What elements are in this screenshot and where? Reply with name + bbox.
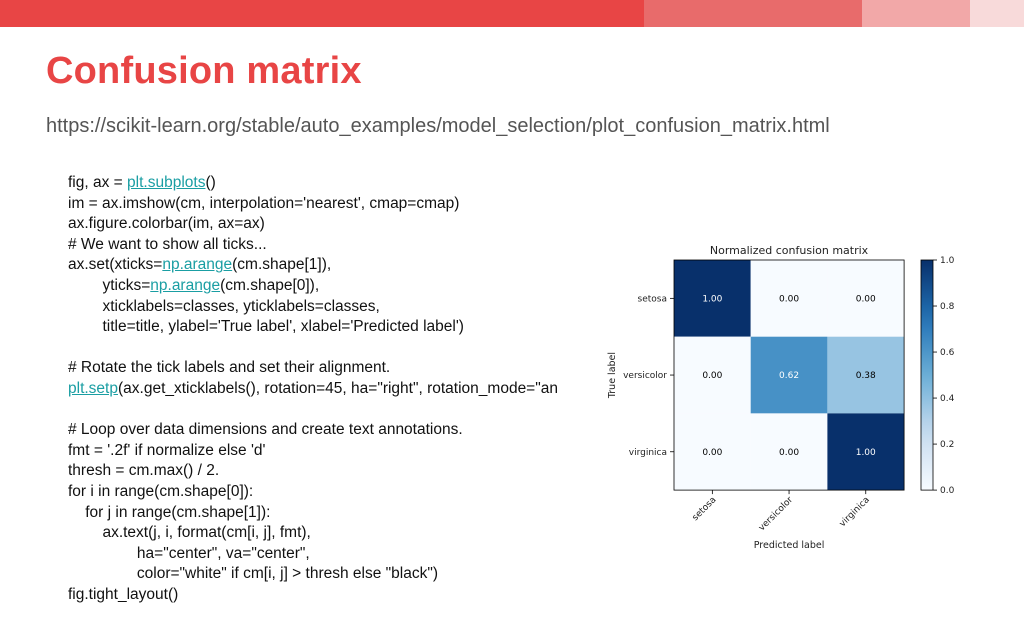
top-accent-bar <box>0 0 1024 27</box>
colorbar-tick-label: 0.6 <box>940 348 955 358</box>
code-line: # We want to show all ticks... <box>68 235 558 256</box>
code-line: # Rotate the tick labels and set their a… <box>68 358 558 379</box>
colorbar-tick-label: 0.4 <box>940 394 955 404</box>
code-text: (ax.get_xticklabels(), rotation=45, ha="… <box>117 379 558 397</box>
code-text: ha="center", va="center", <box>68 544 310 562</box>
code-text: title=title, ylabel='True label', xlabel… <box>68 318 464 336</box>
code-text: yticks= <box>68 276 151 294</box>
x-tick-label: virginica <box>838 495 872 529</box>
code-text: (cm.shape[0]), <box>220 276 320 294</box>
code-line: plt.setp(ax.get_xticklabels(), rotation=… <box>68 379 558 400</box>
y-tick-label: setosa <box>638 294 667 304</box>
confusion-matrix-chart: Normalized confusion matrix 1.00 0.00 0.00 0… <box>607 244 955 551</box>
heatmap-cell <box>674 260 751 337</box>
code-line: fig, ax = plt.subplots() <box>68 173 558 194</box>
cell-value-label: 0.62 <box>779 371 799 381</box>
y-tick-label: virginica <box>629 448 667 458</box>
code-doc-link[interactable]: plt.setp <box>68 379 118 397</box>
chart-title: Normalized confusion matrix <box>710 244 869 257</box>
code-doc-link[interactable]: np.arange <box>150 276 221 294</box>
x-axis-label: Predicted label <box>754 540 825 551</box>
code-line <box>68 338 558 359</box>
cell-value-label: 0.00 <box>779 294 799 304</box>
code-line: title=title, ylabel='True label', xlabel… <box>68 317 558 338</box>
code-text: ax.text(j, i, format(cm[i, j], fmt), <box>68 524 311 542</box>
slide-title: Confusion matrix <box>46 50 362 92</box>
code-text: # Loop over data dimensions and create t… <box>68 421 463 439</box>
cell-value-label: 0.38 <box>856 371 876 381</box>
source-url[interactable]: https://scikit-learn.org/stable/auto_exa… <box>46 115 830 137</box>
code-text: im = ax.imshow(cm, interpolation='neares… <box>68 194 460 212</box>
cell-value-label: 0.00 <box>702 448 722 458</box>
code-text: # We want to show all ticks... <box>68 235 267 253</box>
heatmap-cell <box>827 413 905 491</box>
heatmap-cell <box>827 336 905 414</box>
accent-bar-segment-1 <box>0 0 644 27</box>
code-line: xticklabels=classes, yticklabels=classes… <box>68 297 558 318</box>
heatmap-cell <box>674 413 751 491</box>
colorbar-tick-label: 1.0 <box>940 256 955 266</box>
heatmap-cell <box>674 336 751 414</box>
cell-value-label: 1.00 <box>702 294 722 304</box>
code-text: fig.tight_layout() <box>68 585 179 603</box>
colorbar-tick-label: 0.0 <box>940 486 955 496</box>
code-text: ax.figure.colorbar(im, ax=ax) <box>68 215 265 233</box>
code-line: ax.figure.colorbar(im, ax=ax) <box>68 214 558 235</box>
colorbar <box>920 259 934 491</box>
accent-bar-segment-4 <box>970 0 1024 27</box>
code-text: color="white" if cm[i, j] > thresh else … <box>68 565 439 583</box>
code-doc-link[interactable]: plt.subplots <box>127 174 206 191</box>
code-text: for i in range(cm.shape[0]): <box>68 482 254 500</box>
code-line: ha="center", va="center", <box>68 544 558 565</box>
x-tick-label: setosa <box>691 495 719 523</box>
code-text: xticklabels=classes, yticklabels=classes… <box>68 297 380 315</box>
code-line: fig.tight_layout() <box>68 585 558 603</box>
code-line: # Loop over data dimensions and create t… <box>68 420 558 441</box>
accent-bar-segment-3 <box>862 0 970 27</box>
code-line <box>68 400 558 421</box>
colorbar-tick-label: 0.8 <box>940 302 955 312</box>
code-line: for i in range(cm.shape[0]): <box>68 482 558 503</box>
y-axis-label: True label <box>607 352 618 399</box>
code-text: fmt = '.2f' if normalize else 'd' <box>68 441 266 459</box>
code-line: im = ax.imshow(cm, interpolation='neares… <box>68 194 558 215</box>
colorbar-tick-label: 0.2 <box>940 440 954 450</box>
code-text: fig, ax = <box>68 174 128 191</box>
x-tick-label: versicolor <box>757 495 795 533</box>
accent-bar-segment-2 <box>644 0 862 27</box>
code-doc-link[interactable]: np.arange <box>162 256 233 274</box>
code-line: color="white" if cm[i, j] > thresh else … <box>68 564 558 585</box>
cell-value-label: 0.00 <box>779 448 799 458</box>
code-text: # Rotate the tick labels and set their a… <box>68 359 391 377</box>
heatmap-cell <box>750 260 828 337</box>
cell-value-label: 0.00 <box>856 294 876 304</box>
code-line: for j in range(cm.shape[1]): <box>68 503 558 524</box>
code-line: ax.set(xticks=np.arange(cm.shape[1]), <box>68 255 558 276</box>
code-line: yticks=np.arange(cm.shape[0]), <box>68 276 558 297</box>
code-text: ax.set(xticks= <box>68 256 163 274</box>
code-line: ax.text(j, i, format(cm[i, j], fmt), <box>68 523 558 544</box>
code-block: fig, ax = plt.subplots() im = ax.imshow(c… <box>68 173 558 603</box>
heatmap-cell <box>750 336 828 414</box>
code-text: thresh = cm.max() / 2. <box>68 462 220 480</box>
y-tick-label: versicolor <box>623 371 667 381</box>
heatmap-cell <box>827 260 905 337</box>
cell-value-label: 1.00 <box>856 448 876 458</box>
code-line: thresh = cm.max() / 2. <box>68 461 558 482</box>
code-text: for j in range(cm.shape[1]): <box>68 503 271 521</box>
code-text: () <box>205 174 216 191</box>
cell-value-label: 0.00 <box>702 371 722 381</box>
code-text: (cm.shape[1]), <box>232 256 332 274</box>
code-line: fmt = '.2f' if normalize else 'd' <box>68 441 558 462</box>
heatmap-cell <box>750 413 828 491</box>
